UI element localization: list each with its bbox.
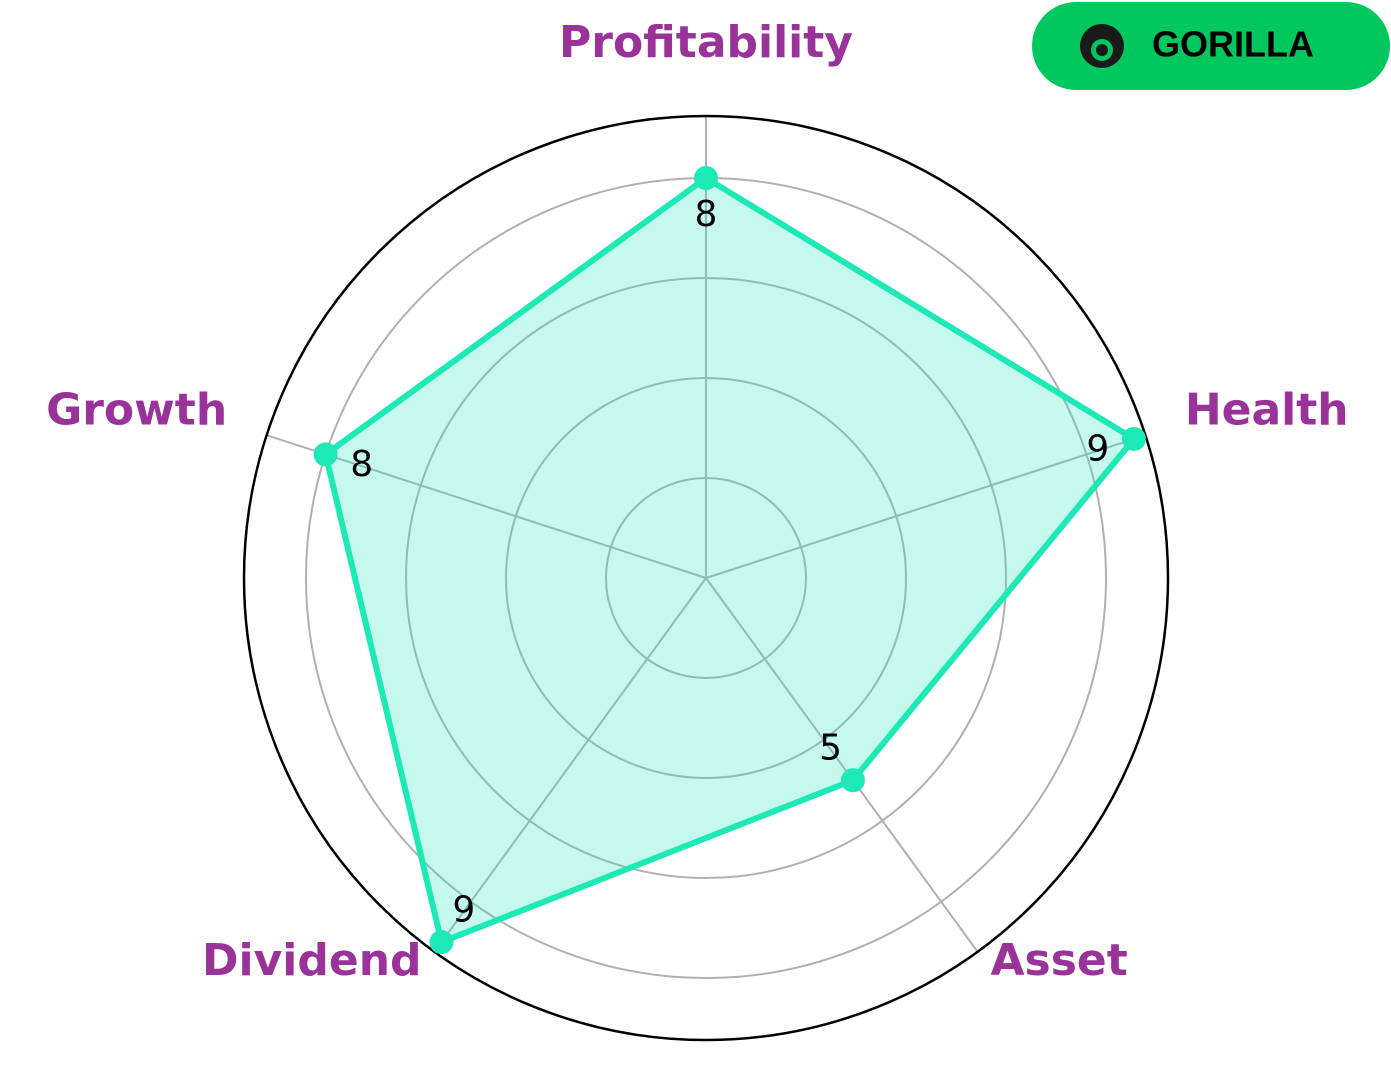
category-label: Profitability xyxy=(559,17,853,68)
outer-frame xyxy=(242,114,1170,1042)
radar-point xyxy=(429,930,454,955)
value-label: 9 xyxy=(452,889,475,930)
radar-point xyxy=(1121,426,1146,451)
grid-spoke xyxy=(705,434,1146,579)
grid-spoke xyxy=(705,577,979,953)
radar-area xyxy=(322,175,1137,946)
value-label: 9 xyxy=(1086,429,1109,470)
logo-icon-mouth xyxy=(1096,44,1108,56)
grid-spoke xyxy=(266,434,707,579)
logo-text: GORILLA xyxy=(1152,24,1314,65)
category-label: Growth xyxy=(46,385,227,436)
category-label: Health xyxy=(1185,385,1349,436)
value-label: 8 xyxy=(350,444,373,485)
radar-point xyxy=(840,768,865,793)
category-label: Dividend xyxy=(202,935,422,986)
radar-point xyxy=(694,166,718,190)
radar-point xyxy=(313,442,338,467)
logo: GORILLA xyxy=(1032,2,1390,90)
grid-spoke xyxy=(433,577,707,953)
value-label: 8 xyxy=(695,194,718,235)
value-label: 5 xyxy=(819,728,842,769)
logo-badge xyxy=(1032,2,1390,90)
category-label: Asset xyxy=(990,935,1127,986)
